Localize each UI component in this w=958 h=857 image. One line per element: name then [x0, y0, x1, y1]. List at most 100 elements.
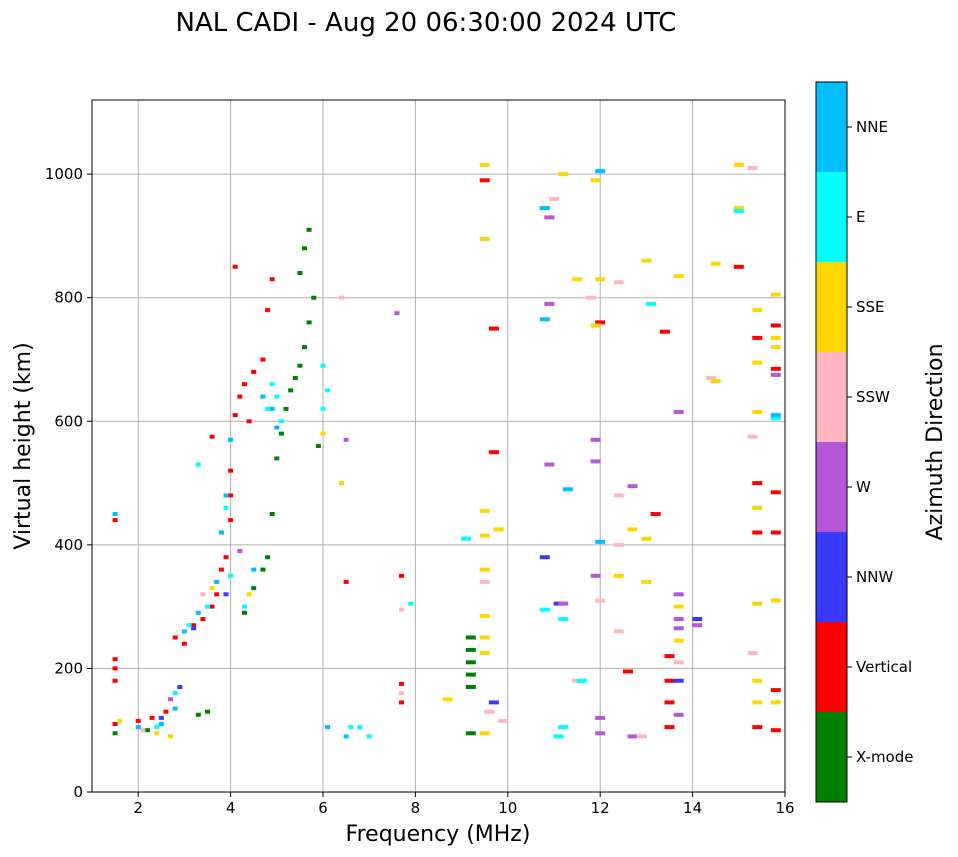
data-point-sse [479, 731, 490, 736]
data-point-vertical [218, 567, 224, 572]
data-point-ssw [498, 718, 509, 723]
data-point-ssw [484, 709, 495, 714]
data-point-nnw [191, 626, 197, 631]
data-point-nne [228, 437, 234, 442]
data-point-nne [135, 725, 141, 730]
colorbar-segment-x-mode [816, 712, 847, 802]
data-point-sse [733, 206, 744, 211]
colorbar-segment-w [816, 442, 847, 532]
y-axis-label: Virtual height (km) [11, 342, 36, 549]
data-point-vertical [200, 617, 206, 621]
colorbar-label-sse: SSE [856, 298, 885, 316]
data-point-ssw [613, 542, 624, 547]
data-point-x-mode [283, 406, 289, 411]
data-point-ssw [673, 660, 684, 665]
data-point-e [348, 725, 354, 730]
data-point-sse [752, 505, 763, 510]
data-point-vertical [228, 493, 234, 498]
data-point-sse [627, 527, 638, 532]
data-point-vertical [752, 481, 763, 486]
data-point-vertical [752, 335, 763, 340]
data-point-nnw [673, 678, 684, 683]
data-point-x-mode [465, 647, 476, 652]
data-point-w [673, 626, 684, 631]
data-point-x-mode [465, 685, 476, 689]
data-point-nne [260, 394, 266, 399]
data-point-nne [223, 493, 229, 498]
data-point-w [343, 437, 349, 442]
colorbar-segment-nnw [816, 532, 847, 622]
y-tick-label: 0 [73, 783, 83, 801]
data-point-nne [218, 530, 224, 535]
data-point-vertical [191, 623, 197, 628]
data-point-e [195, 462, 201, 467]
data-point-e [172, 691, 178, 696]
data-point-w [168, 697, 173, 702]
data-point-x-mode [302, 246, 307, 251]
data-point-x-mode [205, 709, 210, 714]
data-point-vertical [112, 722, 118, 726]
data-point-e [265, 406, 271, 411]
data-point-e [553, 734, 564, 739]
data-point-e [154, 725, 160, 730]
chart-title: NAL CADI - Aug 20 06:30:00 2024 UTC [176, 8, 677, 38]
data-point-w [595, 731, 606, 736]
data-point-e [558, 617, 569, 621]
data-point-ssw [549, 196, 559, 201]
x-tick-label: 8 [411, 799, 421, 817]
x-axis-ticks: 2 4 6 8 10 12 14 16 [133, 792, 795, 817]
data-point-vertical [232, 413, 238, 418]
data-point-x-mode [260, 567, 266, 572]
data-point-w [237, 549, 243, 553]
data-point-sse [613, 573, 624, 578]
data-point-vertical [770, 728, 781, 733]
data-point-w [692, 623, 703, 628]
data-point-ssw [339, 295, 344, 300]
data-point-sse [479, 533, 490, 538]
data-point-vertical [112, 678, 118, 683]
colorbar-segment-vertical [816, 622, 847, 712]
y-axis-ticks: 0 200 400 600 800 1000 [45, 165, 92, 801]
data-point-vertical [149, 715, 155, 720]
data-point-e [269, 382, 275, 387]
data-point-w [590, 459, 601, 464]
data-point-sse [168, 734, 173, 739]
data-point-e [223, 505, 229, 510]
colorbar-label-vertical: Vertical [856, 658, 912, 676]
data-point-ssw [747, 166, 758, 170]
data-point-w [558, 601, 569, 606]
colorbar-label-w: W [856, 478, 871, 496]
data-point-sse [752, 308, 763, 313]
data-point-x-mode [297, 363, 303, 368]
data-point-e [278, 419, 284, 424]
data-point-nne [269, 406, 275, 411]
data-point-vertical [112, 657, 118, 662]
data-point-sse [209, 586, 215, 591]
data-point-nne [214, 579, 220, 584]
data-point-sse [710, 261, 721, 266]
data-point-ssw [595, 598, 606, 603]
data-point-ssw [747, 434, 758, 439]
data-point-vertical [664, 700, 675, 705]
data-point-vertical [399, 573, 404, 578]
data-point-vertical [770, 688, 781, 693]
data-point-sse [479, 635, 490, 640]
colorbar-segment-sse [816, 262, 847, 352]
data-point-sse [246, 592, 252, 597]
data-point-vertical [770, 366, 781, 371]
data-point-vertical [752, 530, 763, 535]
data-point-w [673, 410, 684, 414]
data-point-e [274, 394, 280, 399]
data-point-ssw [479, 579, 490, 584]
data-point-x-mode [265, 555, 271, 560]
colorbar-label-ssw: SSW [856, 388, 890, 406]
data-point-vertical [228, 468, 234, 473]
data-point-vertical [770, 490, 781, 495]
grid [92, 100, 785, 792]
data-point-sse [641, 536, 652, 541]
data-point-x-mode [144, 728, 150, 733]
data-point-nne [325, 725, 331, 730]
colorbar-label-nnw: NNW [856, 568, 893, 586]
data-point-sse [117, 718, 123, 723]
data-point-e [320, 363, 326, 368]
